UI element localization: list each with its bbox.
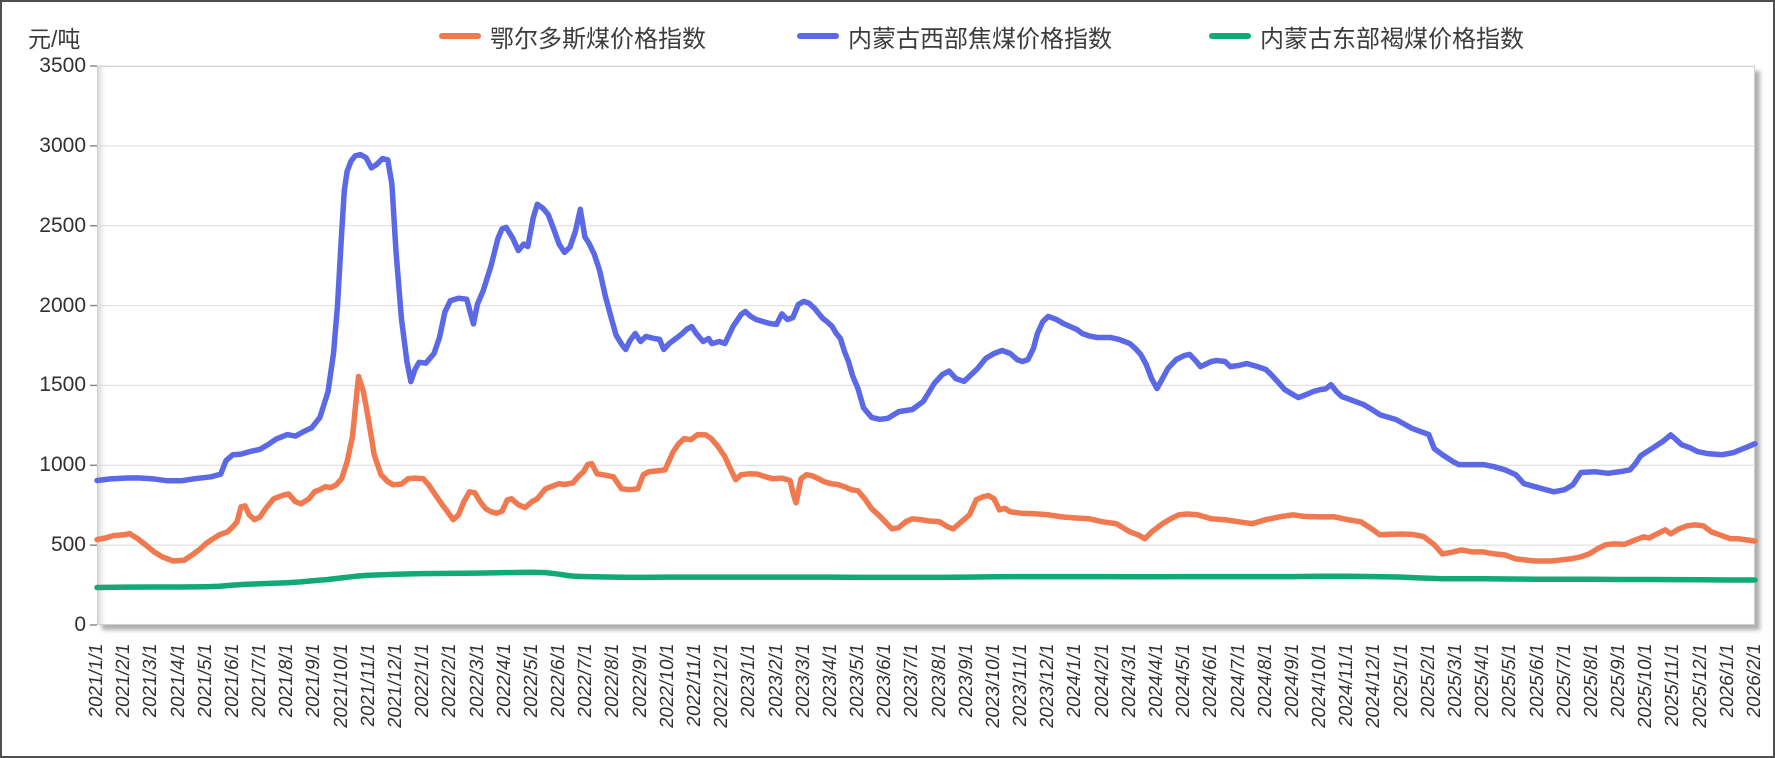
x-axis-tick-label: 2021/11/1	[357, 642, 379, 729]
legend-item-0: 鄂尔多斯煤价格指数	[439, 23, 706, 53]
x-axis-tick-label: 2025/10/1	[1635, 642, 1657, 730]
x-axis-tick-label: 2025/6/1	[1526, 642, 1548, 719]
gridlines	[90, 65, 1755, 626]
x-axis-tick-label: 2025/2/1	[1417, 642, 1439, 719]
legend-line-swatch-icon	[439, 33, 481, 39]
x-axis-tick-label: 2024/10/1	[1309, 642, 1331, 730]
x-axis-tick-label: 2023/2/1	[765, 642, 787, 719]
x-axis-tick-label: 2023/8/1	[928, 642, 950, 719]
y-axis-tick-label: 1000	[39, 453, 86, 477]
x-axis-tick-label: 2025/11/1	[1662, 642, 1684, 729]
x-axis-tick-label: 2025/4/1	[1472, 642, 1494, 719]
x-axis-tick-label: 2024/8/1	[1254, 642, 1276, 719]
x-axis-tick-label: 2026/2/1	[1744, 642, 1765, 719]
chart-legend: 鄂尔多斯煤价格指数 内蒙古西部焦煤价格指数 内蒙古东部褐煤价格指数	[2, 2, 1773, 58]
series-line-1	[94, 151, 1758, 495]
x-axis-tick-label: 2022/2/1	[439, 642, 461, 719]
x-axis-tick-label: 2024/2/1	[1091, 642, 1113, 719]
y-axis-tick-label: 2500	[39, 213, 86, 237]
x-axis-tick-label: 2023/7/1	[901, 642, 923, 719]
x-axis-tick-label: 2025/12/1	[1689, 642, 1711, 730]
x-axis-tick-label: 2023/4/1	[819, 642, 841, 719]
x-axis-tick-label: 2024/7/1	[1227, 642, 1249, 719]
x-axis-tick-label: 2021/12/1	[384, 642, 406, 730]
x-axis-tick-label: 2021/2/1	[113, 642, 135, 719]
x-axis-tick-label: 2025/9/1	[1608, 642, 1630, 719]
x-axis-tick-label: 2022/3/1	[466, 642, 488, 719]
y-axis-tick-label: 3000	[39, 133, 86, 157]
x-axis-tick-label: 2023/5/1	[847, 642, 869, 719]
y-axis-tick-label: 2000	[39, 293, 86, 317]
x-axis-tick-label: 2023/12/1	[1037, 642, 1059, 730]
legend-item-label: 内蒙古东部褐煤价格指数	[1260, 25, 1524, 53]
x-axis-tick-label: 2022/12/1	[711, 642, 733, 730]
legend-item-label: 内蒙古西部焦煤价格指数	[848, 25, 1112, 53]
y-axis-tick-label: 500	[50, 533, 86, 557]
x-axis-tick-label: 2021/1/1	[86, 642, 107, 719]
plot-area	[97, 66, 1755, 625]
x-axis-tick-label: 2021/8/1	[276, 642, 298, 719]
x-axis-tick-label: 2021/6/1	[221, 642, 243, 719]
x-axis-tick-label: 2023/6/1	[874, 642, 896, 719]
x-axis-tick-label: 2022/10/1	[656, 642, 678, 730]
x-axis-tick-label: 2024/5/1	[1173, 642, 1195, 719]
x-axis-tick-label: 2021/10/1	[330, 642, 352, 730]
x-axis-tick-label: 2024/12/1	[1363, 642, 1385, 730]
legend-line-swatch-icon	[1209, 33, 1251, 39]
y-axis-tick-label: 1500	[39, 373, 86, 397]
x-axis-tick-label: 2024/9/1	[1281, 642, 1303, 719]
x-axis-tick-label: 2023/11/1	[1010, 642, 1032, 729]
x-axis-tick-label: 2022/7/1	[575, 642, 597, 719]
x-axis-tick-label: 2023/9/1	[955, 642, 977, 719]
x-axis-tick-label: 2021/5/1	[194, 642, 216, 719]
x-axis-tick-label: 2022/9/1	[629, 642, 651, 719]
x-axis-tick-label: 2021/4/1	[167, 642, 189, 719]
x-axis-tick-label: 2023/10/1	[982, 642, 1004, 730]
x-axis-tick-label: 2025/7/1	[1553, 642, 1575, 719]
x-axis-tick-label: 2022/11/1	[683, 642, 705, 729]
series-line-0	[94, 373, 1758, 564]
legend-line-swatch-icon	[797, 33, 839, 39]
x-axis-tick-label: 2022/5/1	[520, 642, 542, 719]
x-axis-tick-label: 2025/3/1	[1445, 642, 1467, 719]
x-axis-tick-label: 2026/1/1	[1716, 642, 1738, 719]
legend-item-2: 内蒙古东部褐煤价格指数	[1209, 23, 1524, 53]
x-axis-tick-label: 2022/8/1	[602, 642, 624, 719]
legend-item-1: 内蒙古西部焦煤价格指数	[797, 23, 1112, 53]
x-axis-tick-label: 2025/5/1	[1499, 642, 1521, 719]
x-axis-tick-label: 2022/6/1	[548, 642, 570, 719]
series-line-2	[94, 569, 1758, 591]
x-axis-tick-label: 2025/8/1	[1580, 642, 1602, 719]
x-axis-tick-label: 2024/3/1	[1118, 642, 1140, 719]
x-axis-tick-label: 2025/1/1	[1390, 642, 1412, 719]
x-axis-tick-label: 2024/1/1	[1064, 642, 1086, 719]
x-axis-tick-label: 2021/7/1	[249, 642, 271, 719]
x-axis-tick-label: 2023/1/1	[738, 642, 760, 719]
y-axis-tick-label: 3500	[39, 54, 86, 77]
legend-item-label: 鄂尔多斯煤价格指数	[490, 25, 706, 53]
y-axis-tick-label: 0	[74, 613, 86, 636]
x-axis-tick-label: 2021/9/1	[303, 642, 325, 719]
y-axis-unit-label: 元/吨	[28, 26, 81, 52]
x-axis-tick-label: 2023/3/1	[792, 642, 814, 719]
x-axis-tick-label: 2021/3/1	[140, 642, 162, 719]
x-axis-tick-label: 2022/4/1	[493, 642, 515, 719]
x-axis-tick-label: 2022/1/1	[412, 642, 434, 719]
x-axis-tick-label: 2024/4/1	[1146, 642, 1168, 719]
x-axis-tick-label: 2024/6/1	[1200, 642, 1222, 719]
x-axis-tick-label: 2024/11/1	[1336, 642, 1358, 729]
